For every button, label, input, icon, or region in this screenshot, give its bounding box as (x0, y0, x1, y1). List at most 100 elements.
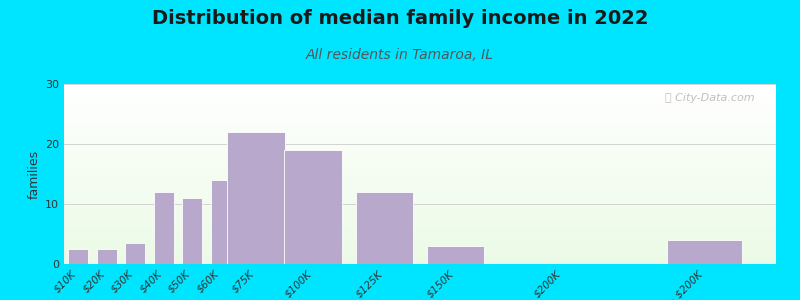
Bar (64, 232, 776, 233)
Bar (64, 133, 776, 134)
Bar (64, 142, 776, 143)
Bar (64, 212, 776, 214)
Bar (64, 253, 776, 255)
Bar (64, 167, 776, 169)
Bar (154, 192, 174, 264)
Bar (64, 124, 776, 125)
Bar (64, 131, 776, 133)
Bar (64, 109, 776, 111)
Bar (64, 206, 776, 208)
Bar (64, 129, 776, 131)
Bar (210, 180, 230, 264)
Text: All residents in Tamaroa, IL: All residents in Tamaroa, IL (306, 48, 494, 62)
Bar (64, 241, 776, 242)
Bar (64, 163, 776, 165)
Bar (64, 196, 776, 197)
Bar (64, 244, 776, 246)
Bar (64, 217, 776, 219)
Bar (64, 242, 776, 244)
Bar (64, 140, 776, 142)
Bar (64, 147, 776, 149)
Bar (64, 161, 776, 163)
Bar (64, 183, 776, 185)
Bar (426, 246, 485, 264)
Bar (284, 150, 342, 264)
Bar (64, 172, 776, 174)
Bar (667, 240, 742, 264)
Bar (64, 181, 776, 183)
Bar (64, 190, 776, 192)
Bar (64, 192, 776, 194)
Bar (64, 226, 776, 228)
Bar (64, 154, 776, 156)
Bar (355, 192, 414, 264)
Bar (64, 134, 776, 136)
Text: ⓘ City-Data.com: ⓘ City-Data.com (665, 93, 754, 103)
Bar (125, 243, 146, 264)
Bar (64, 176, 776, 178)
Bar (64, 102, 776, 104)
Bar (64, 113, 776, 115)
Bar (64, 93, 776, 95)
Bar (64, 223, 776, 224)
Bar (64, 194, 776, 196)
Bar (64, 100, 776, 102)
Bar (64, 208, 776, 210)
Bar (64, 138, 776, 140)
Bar (64, 127, 776, 129)
Bar (64, 260, 776, 262)
Bar (64, 158, 776, 160)
Bar (64, 257, 776, 259)
Bar (64, 221, 776, 223)
Bar (64, 104, 776, 106)
Y-axis label: families: families (28, 149, 41, 199)
Bar (64, 97, 776, 98)
Bar (64, 149, 776, 151)
Bar (64, 120, 776, 122)
Bar (64, 199, 776, 201)
Bar (64, 160, 776, 161)
Bar (64, 88, 776, 89)
Bar (227, 132, 285, 264)
Bar (64, 125, 776, 127)
Bar (64, 259, 776, 260)
Bar (64, 107, 776, 109)
Bar (64, 170, 776, 172)
Bar (64, 84, 776, 86)
Bar (64, 152, 776, 154)
Bar (64, 165, 776, 167)
Bar (64, 251, 776, 253)
Bar (64, 169, 776, 170)
Bar (64, 188, 776, 190)
Bar (64, 215, 776, 217)
Bar (64, 239, 776, 241)
Bar (64, 111, 776, 113)
Bar (68, 249, 88, 264)
Bar (64, 174, 776, 176)
Bar (64, 250, 776, 251)
Bar (64, 179, 776, 181)
Bar (97, 249, 117, 264)
Bar (64, 246, 776, 248)
Bar (64, 86, 776, 88)
Bar (64, 178, 776, 179)
Bar (182, 198, 202, 264)
Bar (64, 219, 776, 221)
Bar (64, 230, 776, 232)
Bar (64, 201, 776, 203)
Bar (64, 203, 776, 205)
Bar (64, 185, 776, 187)
Bar (64, 89, 776, 91)
Bar (64, 233, 776, 235)
Text: Distribution of median family income in 2022: Distribution of median family income in … (152, 9, 648, 28)
Bar (64, 224, 776, 226)
Bar (64, 210, 776, 212)
Bar (64, 122, 776, 124)
Bar (64, 98, 776, 100)
Bar (64, 214, 776, 215)
Bar (64, 156, 776, 158)
Bar (64, 151, 776, 152)
Bar (64, 106, 776, 107)
Bar (64, 235, 776, 237)
Bar (64, 91, 776, 93)
